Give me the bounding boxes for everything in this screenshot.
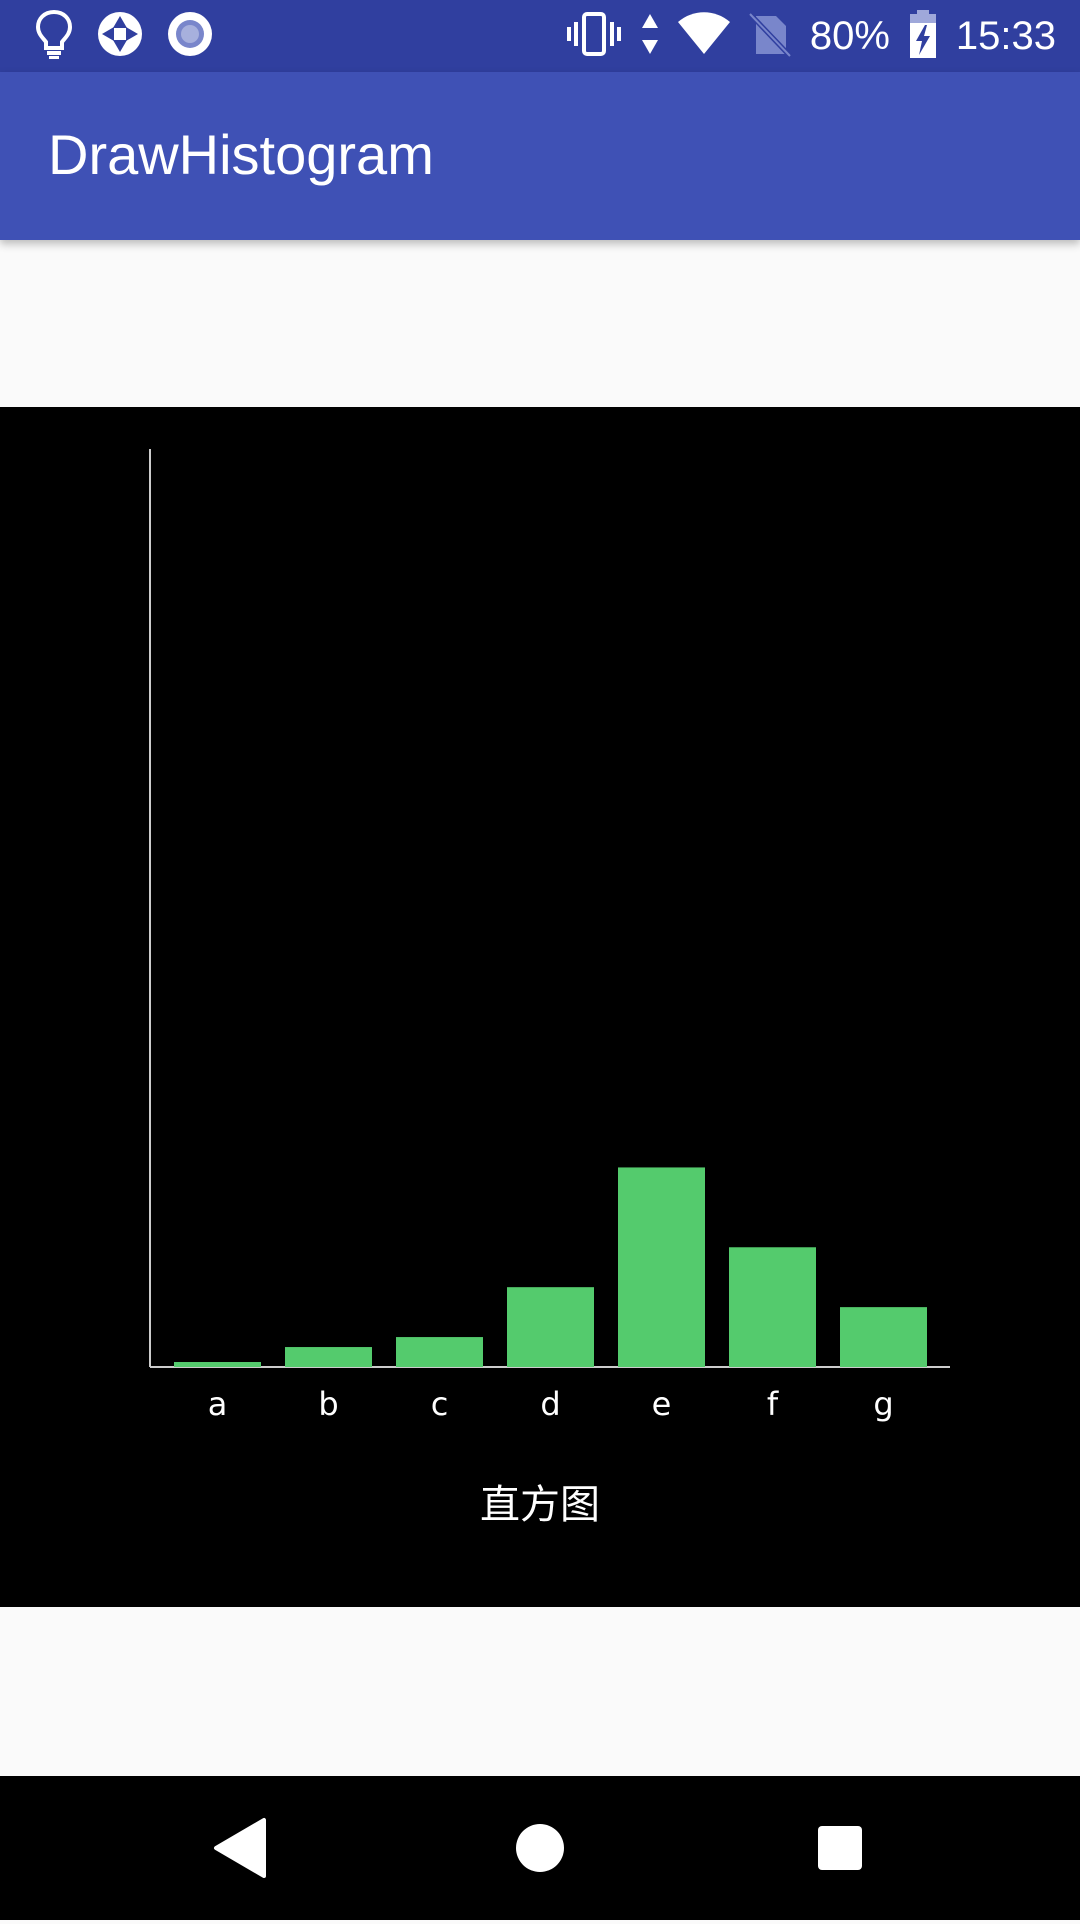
battery-percentage: 80% [809, 14, 890, 58]
bar-d [507, 1287, 594, 1367]
back-icon [214, 1818, 266, 1878]
notification-icons [34, 8, 214, 64]
histogram-view: a b c d e f g 直方图 [0, 407, 1080, 1607]
bar-b [285, 1347, 372, 1367]
bar-c [396, 1337, 483, 1367]
histogram-chart: a b c d e f g 直方图 [149, 449, 950, 1528]
system-status: 80% 15:33 [566, 0, 1056, 72]
navigation-bar [0, 1776, 1080, 1920]
x-tick-label-e: e [652, 1385, 672, 1423]
home-icon [516, 1824, 564, 1872]
lightbulb-icon [34, 8, 74, 64]
x-tick-label-g: g [873, 1385, 893, 1423]
recents-icon [818, 1826, 862, 1870]
record-icon [166, 10, 214, 62]
x-tick-labels: a b c d e f g [208, 1385, 894, 1423]
back-button[interactable] [160, 1776, 320, 1920]
bar-f [729, 1247, 816, 1367]
x-tick-label-a: a [208, 1385, 228, 1423]
x-tick-label-b: b [318, 1385, 338, 1423]
no-sim-icon [748, 10, 792, 62]
clock: 15:33 [955, 14, 1056, 58]
app-bar: DrawHistogram [0, 72, 1080, 240]
recents-button[interactable] [760, 1776, 920, 1920]
bar-g [840, 1307, 927, 1367]
aperture-icon [96, 10, 144, 62]
status-bar: 80% 15:33 [0, 0, 1080, 72]
bar-e [618, 1167, 705, 1367]
wifi-icon [677, 12, 730, 60]
data-arrows-icon [640, 10, 660, 62]
app-title: DrawHistogram [48, 123, 434, 186]
x-tick-label-f: f [767, 1385, 779, 1423]
x-tick-label-c: c [431, 1385, 449, 1423]
chart-title: 直方图 [480, 1482, 600, 1528]
battery-charging-icon [908, 9, 938, 63]
x-tick-label-d: d [540, 1385, 560, 1423]
bar-a [174, 1362, 261, 1367]
vibrate-icon [566, 10, 622, 62]
bars [174, 1167, 927, 1367]
home-button[interactable] [460, 1776, 620, 1920]
